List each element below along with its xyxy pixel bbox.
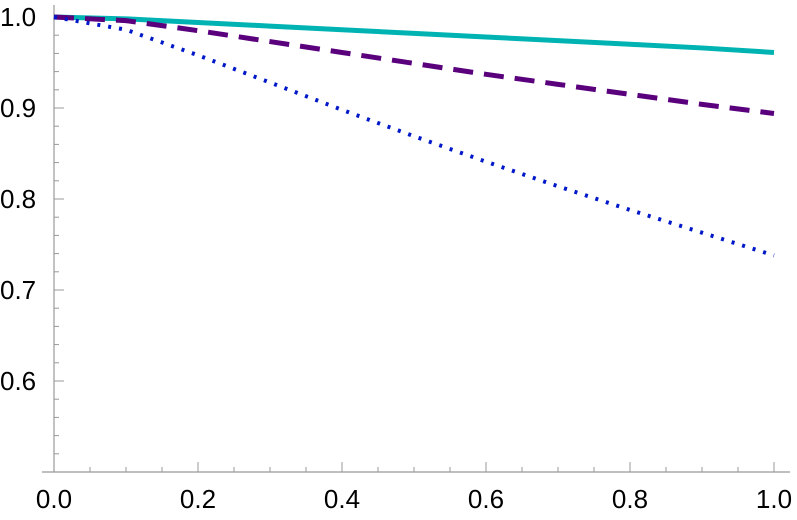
- series-lines: [53, 14, 775, 258]
- x-tick-label: 0.8: [612, 484, 648, 514]
- series-line-dotted: [53, 15, 775, 258]
- y-tick-label: 0.7: [0, 275, 36, 305]
- x-tick-label: 0.4: [324, 484, 360, 514]
- y-tick-label: 0.8: [0, 184, 36, 214]
- y-tick-label: 1.0: [0, 2, 36, 32]
- x-tick-label: 0.2: [180, 484, 216, 514]
- series-line-solid: [53, 14, 775, 55]
- axis-ticks: [53, 16, 775, 473]
- tick-labels: 0.0 0.2 0.4 0.6 0.8 1.0 0.6 0.7 0.8 0.9 1.0: [0, 2, 792, 514]
- y-tick-label: 0.9: [0, 93, 36, 123]
- axes: [42, 5, 790, 473]
- x-tick-label: 0.6: [468, 484, 504, 514]
- y-tick-label: 0.6: [0, 366, 36, 396]
- x-tick-label: 0.0: [36, 484, 72, 514]
- x-tick-label: 1.0: [756, 484, 792, 514]
- series-line-dashed: [53, 14, 775, 116]
